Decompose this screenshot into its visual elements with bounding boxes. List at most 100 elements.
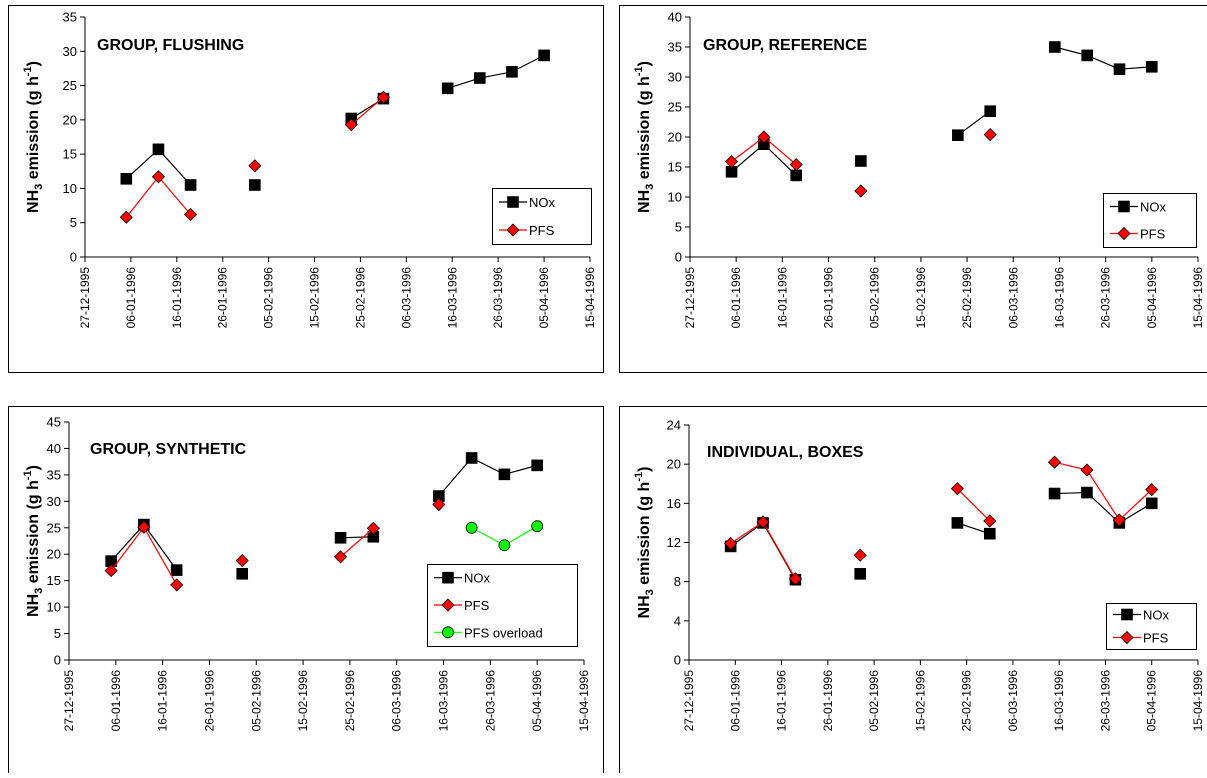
y-tick-label: 5 xyxy=(675,220,682,235)
series-nox xyxy=(106,452,543,579)
data-point xyxy=(120,211,132,223)
x-tick-label: 26-01-1996 xyxy=(202,670,216,732)
x-tick-label: 27-12-1995 xyxy=(78,267,92,329)
series-pfs-overload xyxy=(466,521,543,551)
x-tick-label: 26-01-1996 xyxy=(216,267,230,329)
data-point xyxy=(506,66,517,77)
series-line xyxy=(1055,47,1152,69)
x-tick-label: 06-03-1996 xyxy=(399,267,413,329)
y-tick-label: 20 xyxy=(47,547,61,562)
legend-label: PFS xyxy=(1143,631,1169,646)
legend-marker xyxy=(443,627,454,638)
y-tick-label: 30 xyxy=(47,494,61,509)
y-tick-label: 25 xyxy=(47,520,61,535)
x-tick-label: 27-12-1995 xyxy=(62,670,76,732)
y-tick-label: 8 xyxy=(674,574,681,589)
data-point xyxy=(466,452,477,463)
legend-label: NOx xyxy=(1143,608,1170,623)
legend-marker xyxy=(1122,609,1133,620)
y-tick-label: 30 xyxy=(668,70,682,85)
x-tick-label: 16-03-1996 xyxy=(437,670,451,732)
data-point xyxy=(249,180,260,191)
y-tick-label: 5 xyxy=(70,215,77,230)
legend-label: PFS xyxy=(529,223,555,238)
x-tick-label: 06-03-1996 xyxy=(1006,267,1020,329)
y-tick-label: 25 xyxy=(63,78,77,93)
y-axis-label: NH3 emission (g h-1) xyxy=(633,467,656,619)
x-tick-label: 26-03-1996 xyxy=(1098,670,1112,732)
x-tick-label: 05-02-1996 xyxy=(867,670,881,732)
y-tick-label: 0 xyxy=(674,653,681,668)
data-point xyxy=(1114,64,1125,75)
x-tick-label: 16-01-1996 xyxy=(775,267,789,329)
series-line xyxy=(731,522,796,579)
data-point xyxy=(1081,487,1092,498)
x-tick-label: 26-01-1996 xyxy=(822,267,836,329)
data-point xyxy=(1049,456,1061,468)
y-tick-label: 20 xyxy=(63,112,77,127)
x-tick-label: 05-02-1996 xyxy=(249,670,263,732)
data-point xyxy=(499,469,510,480)
x-tick-label: 27-12-1995 xyxy=(682,670,696,732)
x-tick-label: 26-01-1996 xyxy=(821,670,835,732)
y-axis-label: NH3 emission (g h-1) xyxy=(22,61,45,213)
x-tick-label: 27-12-1995 xyxy=(683,267,697,329)
x-tick-label: 25-02-1996 xyxy=(960,670,974,732)
series-line xyxy=(439,458,537,496)
x-tick-label: 15-04-1996 xyxy=(1191,267,1205,329)
data-point xyxy=(952,130,963,141)
y-tick-label: 0 xyxy=(70,250,77,265)
y-tick-label: 15 xyxy=(63,147,77,162)
data-point xyxy=(1049,488,1060,499)
x-tick-label: 05-04-1996 xyxy=(1145,267,1159,329)
data-point xyxy=(791,170,802,181)
x-tick-label: 06-03-1996 xyxy=(390,670,404,732)
data-point xyxy=(855,185,867,197)
x-tick-label: 05-02-1996 xyxy=(868,267,882,329)
data-point xyxy=(335,532,346,543)
data-point xyxy=(1146,61,1157,72)
x-tick-label: 15-04-1996 xyxy=(583,267,597,329)
chart-title: GROUP, SYNTHETIC xyxy=(90,441,247,458)
series-line xyxy=(731,523,796,580)
data-point xyxy=(984,528,995,539)
y-tick-label: 35 xyxy=(63,10,77,25)
y-tick-label: 40 xyxy=(47,441,61,456)
data-point xyxy=(474,73,485,84)
data-point xyxy=(532,460,543,471)
data-point xyxy=(466,522,477,533)
y-tick-label: 10 xyxy=(63,181,77,196)
data-point xyxy=(171,565,182,576)
x-tick-label: 05-04-1996 xyxy=(530,670,544,732)
y-tick-label: 30 xyxy=(63,44,77,59)
x-tick-label: 25-02-1996 xyxy=(960,267,974,329)
x-tick-label: 26-03-1996 xyxy=(1099,267,1113,329)
x-tick-label: 26-03-1996 xyxy=(491,267,505,329)
x-tick-label: 16-01-1996 xyxy=(156,670,170,732)
chart-title: INDIVIDUAL, BOXES xyxy=(707,444,864,461)
x-tick-label: 25-02-1996 xyxy=(343,670,357,732)
series-nox xyxy=(725,487,1157,585)
y-tick-label: 35 xyxy=(668,40,682,55)
y-tick-label: 15 xyxy=(47,573,61,588)
x-tick-label: 26-03-1996 xyxy=(483,670,497,732)
series-pfs xyxy=(105,499,445,591)
x-tick-label: 15-04-1996 xyxy=(1191,670,1205,732)
x-tick-label: 05-04-1996 xyxy=(1145,670,1159,732)
x-tick-label: 06-01-1996 xyxy=(728,670,742,732)
data-point xyxy=(249,160,261,172)
y-tick-label: 40 xyxy=(668,10,682,25)
x-tick-label: 16-03-1996 xyxy=(1052,267,1066,329)
y-tick-label: 20 xyxy=(667,457,681,472)
x-tick-label: 05-02-1996 xyxy=(262,267,276,329)
data-point xyxy=(1082,50,1093,61)
data-point xyxy=(952,517,963,528)
x-tick-label: 16-03-1996 xyxy=(1052,670,1066,732)
y-tick-label: 35 xyxy=(47,467,61,482)
data-point xyxy=(442,83,453,94)
y-tick-label: 0 xyxy=(675,250,682,265)
